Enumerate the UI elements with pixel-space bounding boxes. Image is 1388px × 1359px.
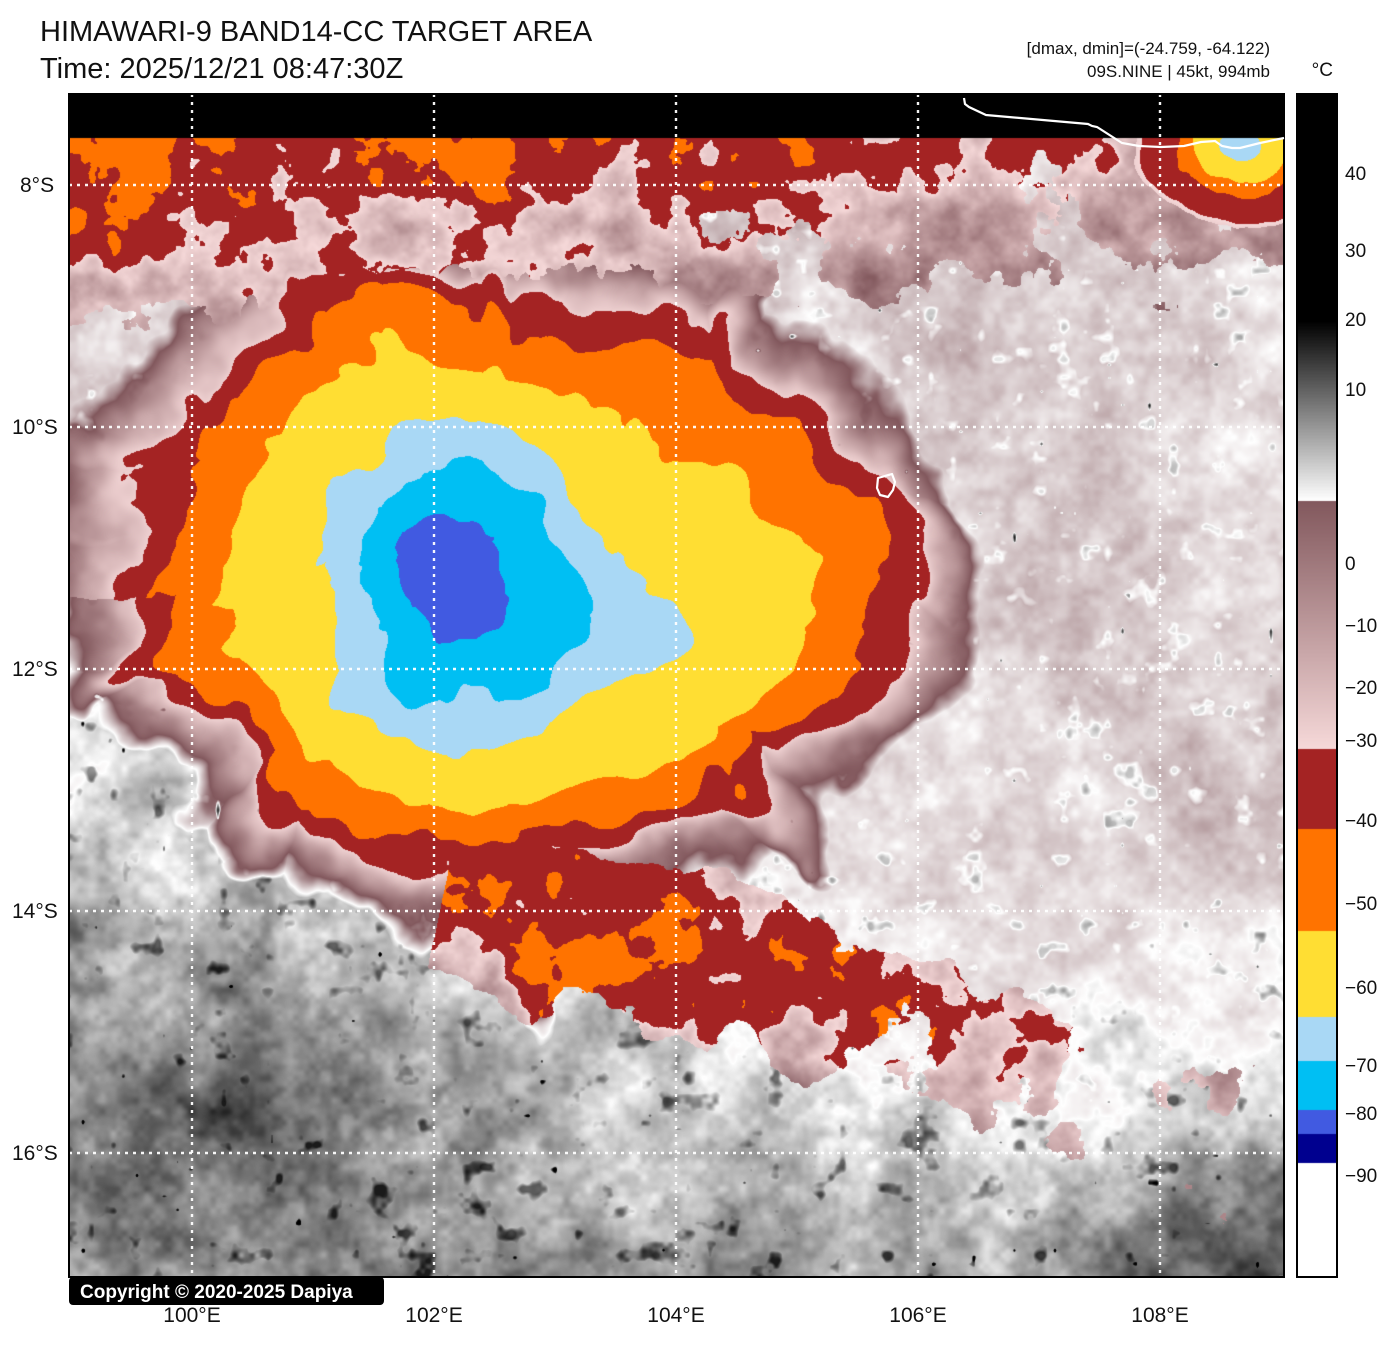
svg-text:−60: −60 [1345, 978, 1377, 999]
svg-text:108°E: 108°E [1131, 1304, 1188, 1327]
svg-text:−80: −80 [1345, 1104, 1377, 1125]
svg-text:40: 40 [1345, 164, 1366, 185]
svg-text:−70: −70 [1345, 1056, 1377, 1077]
svg-text:20: 20 [1345, 310, 1366, 331]
svg-text:−50: −50 [1345, 894, 1377, 915]
svg-text:8°S: 8°S [20, 174, 54, 197]
svg-text:14°S: 14°S [12, 900, 58, 923]
svg-text:−30: −30 [1345, 731, 1377, 752]
svg-text:−90: −90 [1345, 1166, 1377, 1187]
svg-text:106°E: 106°E [889, 1304, 946, 1327]
svg-text:30: 30 [1345, 241, 1366, 262]
svg-text:16°S: 16°S [12, 1142, 58, 1165]
svg-text:−20: −20 [1345, 678, 1377, 699]
svg-text:−10: −10 [1345, 616, 1377, 637]
svg-text:100°E: 100°E [163, 1304, 220, 1327]
svg-text:12°S: 12°S [12, 658, 58, 681]
svg-text:104°E: 104°E [647, 1304, 704, 1327]
svg-text:10: 10 [1345, 380, 1366, 401]
svg-text:Copyright © 2020-2025 Dapiya: Copyright © 2020-2025 Dapiya [80, 1282, 353, 1303]
svg-text:0: 0 [1345, 554, 1356, 575]
svg-text:102°E: 102°E [405, 1304, 462, 1327]
svg-text:10°S: 10°S [12, 416, 58, 439]
svg-text:−40: −40 [1345, 811, 1377, 832]
